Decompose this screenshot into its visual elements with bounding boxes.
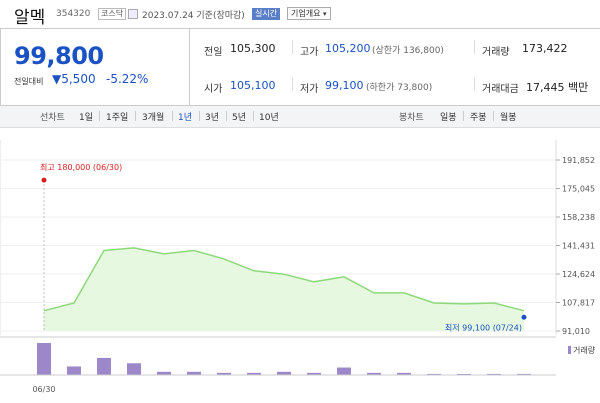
- volume-bar: [217, 372, 231, 375]
- volume-bar: [487, 373, 501, 375]
- volume-bar: [247, 372, 261, 375]
- high-point: [41, 177, 47, 183]
- y-tick-label: 191,852: [562, 156, 595, 165]
- volume-bar: [127, 363, 141, 375]
- volume-bar: [517, 373, 531, 375]
- prev-close-value: 105,300: [230, 42, 276, 55]
- volume-bars: 거래량 06/30: [0, 343, 596, 394]
- trade-value: 17,445 백만: [526, 81, 589, 94]
- volume-bar: [337, 367, 351, 375]
- tab-1y[interactable]: 1년: [178, 113, 193, 123]
- down-triangle-icon: ▼: [52, 72, 62, 86]
- tab-monthly-candle[interactable]: 월봉: [500, 113, 517, 123]
- volume-legend: 거래량: [573, 345, 596, 355]
- volume-bar: [37, 343, 51, 375]
- company-info-button[interactable]: 기업개요 ▾: [287, 7, 331, 20]
- tab-separator: [99, 111, 100, 121]
- high-annotation: 최고 180,000 (06/30): [40, 162, 122, 172]
- divider: [474, 40, 475, 54]
- tab-10y[interactable]: 10년: [259, 113, 279, 123]
- tab-weekly-candle[interactable]: 주봉: [470, 113, 487, 123]
- volume-value: 173,422: [522, 42, 568, 55]
- low-value: 99,100: [325, 79, 364, 92]
- current-price: 99,800: [14, 42, 104, 70]
- company-info-label: 기업개요: [291, 9, 321, 18]
- volume-bar: [97, 357, 111, 375]
- tab-3y[interactable]: 3년: [205, 113, 220, 123]
- date-text: 2023.07.24 기준(장마감): [142, 11, 245, 21]
- chart-annotations: 최고 180,000 (06/30) 최저 99,100 (07/24): [40, 162, 527, 332]
- high-label: 고가: [300, 47, 319, 58]
- change-amount: 5,500: [61, 72, 96, 86]
- volume-bar: [397, 372, 411, 375]
- stock-code: 354320: [56, 9, 91, 19]
- volume-legend-swatch: [568, 346, 571, 354]
- y-tick-label: 107,817: [562, 299, 595, 308]
- volume-bar: [67, 366, 81, 375]
- tab-separator: [463, 111, 464, 121]
- chevron-down-icon: ▾: [323, 10, 327, 18]
- volume-bar: [427, 373, 441, 375]
- stock-name: 알멕: [14, 8, 46, 28]
- upper-limit: (상한가 136,800): [372, 46, 444, 56]
- prev-close-label: 전일: [204, 47, 223, 58]
- tab-separator: [253, 111, 254, 121]
- open-value: 105,100: [230, 79, 276, 92]
- y-tick-label: 124,624: [562, 270, 595, 279]
- tab-1w[interactable]: 1주일: [106, 113, 129, 123]
- tab-daily-candle[interactable]: 일봉: [440, 113, 457, 123]
- lower-limit: (하한가 73,800): [366, 83, 433, 93]
- tab-3m[interactable]: 3개월: [142, 113, 165, 123]
- divider: [292, 77, 293, 91]
- high-value: 105,200: [325, 42, 371, 55]
- low-annotation: 최저 99,100 (07/24): [445, 322, 522, 332]
- divider: [292, 40, 293, 54]
- y-tick-label: 175,045: [562, 185, 595, 194]
- trade-value-label: 거래대금: [482, 84, 519, 95]
- live-button[interactable]: 실시간: [252, 8, 281, 20]
- x-tick-label: 06/30: [32, 385, 55, 394]
- change-label: 전일대비: [14, 77, 44, 86]
- y-tick-label: 91,010: [562, 327, 590, 336]
- price-panel: [0, 28, 600, 106]
- change-value: ▼5,500: [52, 72, 96, 86]
- tab-5y[interactable]: 5년: [232, 113, 247, 123]
- tab-1d[interactable]: 1일: [79, 113, 94, 123]
- price-line: [43, 247, 525, 312]
- low-label: 저가: [300, 84, 319, 95]
- low-point: [521, 314, 527, 320]
- chart-tabs-bar: [0, 106, 600, 128]
- current-price-box: [0, 28, 190, 106]
- volume-bar: [367, 372, 381, 375]
- volume-label: 거래량: [482, 47, 510, 58]
- tab-separator: [172, 111, 173, 121]
- volume-bar: [187, 371, 201, 375]
- volume-bar: [157, 371, 171, 375]
- y-tick-label: 141,431: [562, 242, 595, 251]
- change-percent: -5.22%: [106, 72, 149, 86]
- y-axis-ticks: 191,852 175,045 158,238 141,431 124,624 107,8…: [556, 156, 595, 336]
- tab-separator: [226, 111, 227, 121]
- volume-bar: [457, 373, 471, 375]
- volume-bar: [277, 371, 291, 375]
- y-tick-label: 158,238: [562, 213, 595, 222]
- tab-separator: [493, 111, 494, 121]
- calendar-icon: [128, 9, 138, 19]
- tab-separator: [135, 111, 136, 121]
- candle-chart-label: 봉차트: [399, 113, 424, 123]
- open-label: 시가: [204, 84, 223, 95]
- volume-bar: [307, 372, 321, 375]
- line-chart-label: 선차트: [40, 113, 65, 123]
- price-area-fill: [44, 247, 524, 331]
- tab-separator: [199, 111, 200, 121]
- divider: [474, 77, 475, 91]
- market-badge: 코스닥: [98, 8, 127, 20]
